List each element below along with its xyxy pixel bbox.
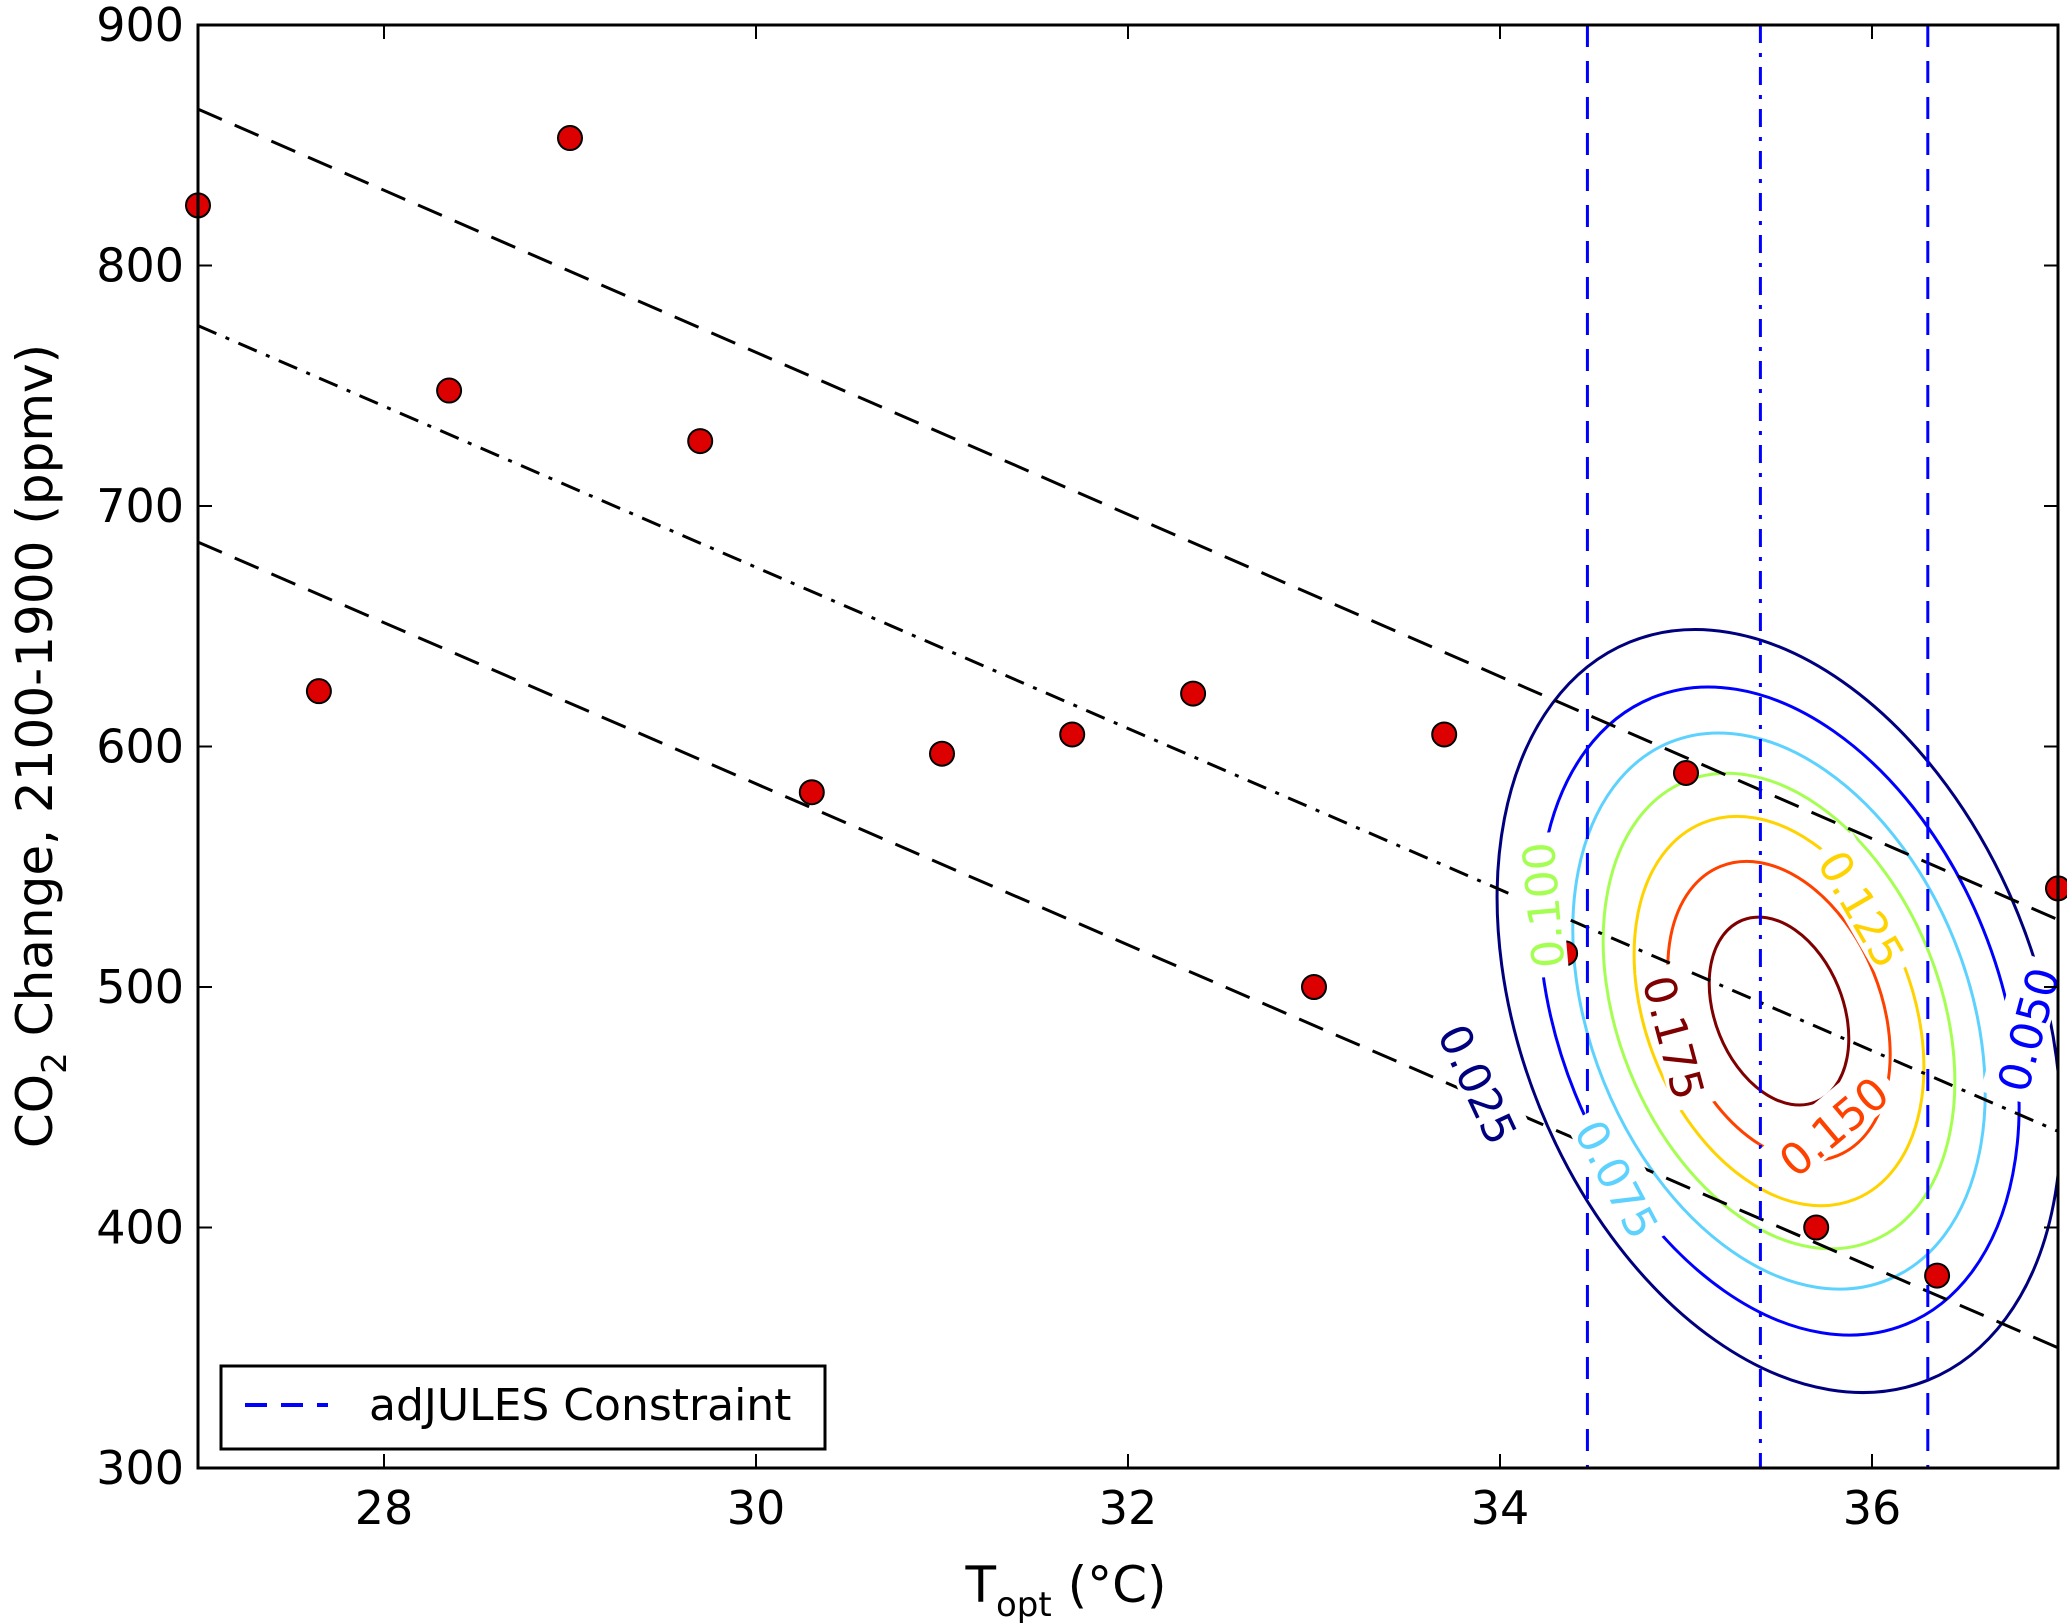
contour-0.075 xyxy=(1571,731,1987,1291)
data-point xyxy=(1673,759,1699,786)
data-point xyxy=(1803,1214,1830,1241)
scatter-points xyxy=(185,125,2067,1289)
legend-box xyxy=(219,1364,827,1451)
contour-0.175 xyxy=(1707,915,1851,1107)
regression-line-3 xyxy=(197,540,2059,1350)
x-axis-ticks: 28 30 32 34 36 xyxy=(355,25,1902,1535)
data-point xyxy=(557,125,583,152)
y-tick-label: 600 xyxy=(96,720,184,774)
y-tick-label: 700 xyxy=(96,479,184,533)
regression-lines xyxy=(197,107,2059,1350)
contour-label-0.100: 0.100 xyxy=(1514,840,1576,970)
y-tick-label: 500 xyxy=(96,960,184,1014)
x-tick-label: 30 xyxy=(727,1481,786,1535)
y-tick-label: 800 xyxy=(96,239,184,293)
data-point xyxy=(436,377,463,404)
data-point xyxy=(1180,680,1207,707)
y-tick-label: 400 xyxy=(96,1201,184,1255)
y-axis-title: CO2 Change, 2100-1900 (ppmv) xyxy=(6,344,75,1148)
contour-0.025 xyxy=(1495,628,2058,1395)
y-tick-label: 300 xyxy=(96,1441,184,1495)
contour-label-0.075: 0.075 xyxy=(1563,1112,1667,1247)
x-tick-label: 36 xyxy=(1843,1481,1902,1535)
data-point xyxy=(687,428,714,455)
data-point xyxy=(929,740,955,767)
y-tick-label: 900 xyxy=(96,0,184,52)
data-point xyxy=(798,779,825,806)
data-point xyxy=(1301,974,1327,1000)
x-axis-title: Topt (°C) xyxy=(964,1556,1166,1623)
contour-label-0.025: 0.025 xyxy=(1427,1017,1526,1153)
data-point xyxy=(305,678,332,705)
data-point xyxy=(1924,1262,1951,1289)
y-axis-ticks: 300 400 500 600 700 800 900 xyxy=(96,0,2058,1495)
regression-line-1 xyxy=(197,107,2059,922)
constraint-lines xyxy=(1585,25,1930,1468)
data-point xyxy=(1431,721,1458,748)
legend-label: adJULES Constraint xyxy=(369,1380,791,1431)
contour-0.050 xyxy=(1537,685,2021,1337)
x-tick-label: 28 xyxy=(355,1481,414,1535)
regression-line-2 xyxy=(197,324,2059,1133)
density-contours xyxy=(1495,628,2058,1395)
data-point xyxy=(1059,721,1086,748)
x-tick-label: 32 xyxy=(1099,1481,1158,1535)
legend: adJULES Constraint xyxy=(219,1364,827,1451)
x-tick-label: 34 xyxy=(1471,1481,1530,1535)
